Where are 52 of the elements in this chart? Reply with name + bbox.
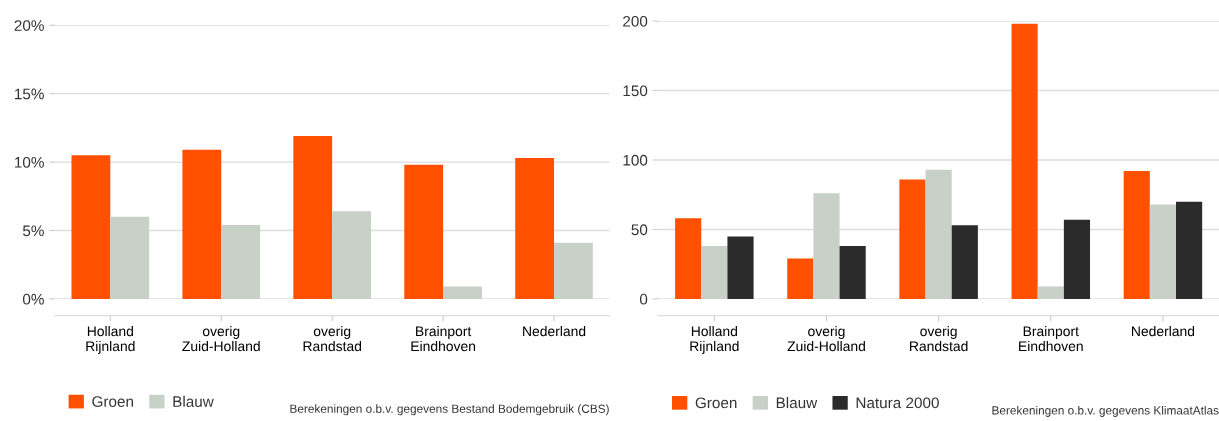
bar xyxy=(554,242,593,299)
y-tick-label: 0% xyxy=(22,293,44,305)
x-tick-label: overig Randstad xyxy=(910,325,968,352)
bar xyxy=(727,236,754,299)
bar xyxy=(110,216,150,299)
y-tick-label: 50 xyxy=(631,224,648,236)
bar xyxy=(71,155,111,299)
legend-label: Blauw xyxy=(173,395,214,407)
bar xyxy=(1123,171,1150,299)
x-tick-label: Holland Rijnland xyxy=(690,325,739,354)
bar xyxy=(293,136,333,299)
legend-label: Blauw xyxy=(776,397,818,409)
x-tick-label: overig Randstad xyxy=(303,325,362,352)
x-tick-label: Holland Rijnland xyxy=(86,325,135,354)
bar xyxy=(839,246,866,299)
y-tick-label: 0 xyxy=(639,293,648,305)
bar xyxy=(221,225,261,299)
bar xyxy=(404,164,444,299)
bar xyxy=(899,179,926,299)
bar xyxy=(925,169,952,299)
x-tick-label: overig Zuid-Holland xyxy=(182,325,260,352)
legend-label: Groen xyxy=(695,397,737,409)
bar xyxy=(182,149,222,299)
x-tick-label: Nederland xyxy=(1132,325,1195,337)
y-tick-label: 10% xyxy=(15,156,44,168)
y-tick-label: 100 xyxy=(623,154,648,166)
bar xyxy=(332,211,371,299)
bar xyxy=(1176,201,1203,299)
y-tick-label: 200 xyxy=(623,15,648,27)
y-tick-label: 20% xyxy=(14,20,44,31)
bar xyxy=(701,246,728,299)
bar xyxy=(1037,286,1064,299)
x-tick-label: Nederland xyxy=(523,325,586,337)
bar xyxy=(951,225,978,299)
bar xyxy=(443,286,482,299)
x-tick-label: Brainport Eindhoven xyxy=(411,325,476,352)
legend-label: Groen xyxy=(92,396,133,407)
text: Berekeningen o.b.v. gegevens KlimaatAtlas xyxy=(992,405,1219,417)
bar xyxy=(1149,204,1177,299)
x-tick-label: Brainport Eindhoven xyxy=(1019,325,1083,352)
legend-label: Natura 2000 xyxy=(856,397,939,409)
bar xyxy=(813,193,840,299)
bar xyxy=(675,218,702,299)
bar xyxy=(787,258,814,299)
y-tick-label: 15% xyxy=(15,88,44,100)
x-tick-label: overig Zuid-Holland xyxy=(787,325,865,352)
bar xyxy=(515,157,555,299)
text: Berekeningen o.b.v. gegevens Bestand Bodemgebruik (CBS) xyxy=(290,404,609,416)
y-tick-label: 5% xyxy=(22,225,44,237)
y-tick-label: 150 xyxy=(623,85,648,97)
bar xyxy=(1063,219,1091,299)
bar xyxy=(1011,23,1038,299)
